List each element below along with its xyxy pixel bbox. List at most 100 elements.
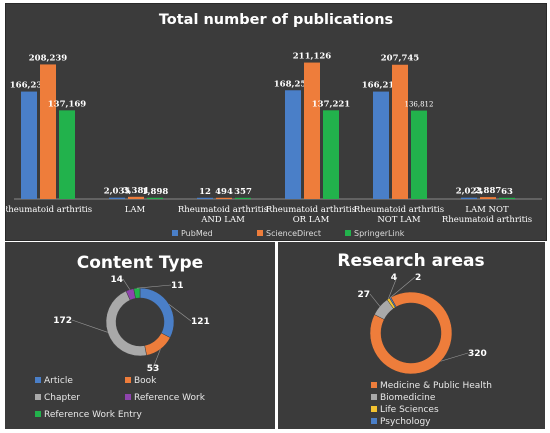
content-type-title: Content Type (77, 253, 203, 273)
slice-book (144, 332, 171, 356)
slice-value-label: 11 (171, 281, 184, 291)
category-label: Rheumatoid arthritis (178, 205, 268, 215)
legend-label-springerlink: SpringerLink (354, 229, 405, 238)
category-label: Rheumatoid arthritis (354, 205, 444, 215)
legend-swatch-life-sciences (371, 406, 377, 412)
bar-springerlink-3 (235, 197, 251, 199)
slice-value-label: 27 (357, 290, 370, 300)
legend-label-psychology: Psychology (380, 417, 431, 427)
data-label: 2,035 (104, 187, 131, 197)
slice-value-label: 172 (53, 316, 72, 326)
legend-label-chapter: Chapter (44, 393, 80, 403)
slice-value-label: 320 (468, 349, 487, 359)
legend-swatch-article (35, 377, 41, 383)
legend-swatch-sciencedirect (257, 230, 263, 236)
slice-value-label: 2 (415, 273, 421, 283)
data-label: 137,169 (48, 99, 87, 109)
slice-chapter (105, 290, 147, 357)
legend-swatch-psychology (371, 418, 377, 424)
bar-springerlink-5 (411, 110, 427, 199)
leader-line (136, 284, 172, 289)
legend-swatch-reference-work (125, 394, 131, 400)
legend-swatch-pubmed (172, 230, 178, 236)
slice-psychology (389, 297, 397, 308)
leader-line (71, 319, 108, 333)
content-type-svg: Content Type 121 53 172 14 11 Article Book Chap… (35, 253, 210, 420)
data-label: 357 (234, 187, 252, 197)
legend-label-reference-work-entry: Reference Work Entry (44, 410, 142, 420)
category-label: Rheumatoid arthritis (442, 215, 532, 225)
legend-swatch-springerlink (345, 230, 351, 236)
leader-line (369, 293, 381, 307)
data-label: 211,126 (293, 52, 332, 62)
bar-springerlink-2 (147, 197, 163, 199)
data-label: 208,239 (29, 53, 68, 63)
bar-sciencedirect-3 (216, 197, 232, 199)
category-label: LAM (125, 205, 146, 215)
bar-pubmed-3 (197, 197, 213, 199)
leader-line (387, 276, 398, 299)
data-label: 1,898 (142, 187, 169, 197)
data-label: 136,812 (405, 101, 434, 109)
category-label: Rheumatoid arthritis (266, 205, 356, 215)
legend-swatch-reference-work-entry (35, 411, 41, 417)
bar-pubmed-2 (109, 197, 125, 199)
publications-bar-chart: Total number of publications 166,231 208,… (5, 3, 547, 241)
data-label: 166,231 (10, 81, 49, 91)
bar-sciencedirect-5 (392, 64, 408, 199)
bar-pubmed-6 (461, 197, 477, 199)
legend-label-reference-work: Reference Work (134, 393, 206, 403)
legend-label-medicine-and-public-health: Medicine & Public Health (380, 381, 492, 391)
slice-value-label: 14 (110, 275, 123, 285)
leader-line (168, 304, 192, 322)
bar-pubmed-4 (285, 90, 301, 199)
leader-line (389, 276, 416, 298)
bar-chart-svg: Total number of publications 166,231 208,… (6, 12, 542, 238)
data-label: 63 (501, 187, 513, 197)
legend-swatch-biomedicine (371, 394, 377, 400)
leader-line (440, 352, 469, 362)
data-label: 168,254 (274, 79, 313, 89)
leader-line (152, 349, 161, 369)
data-label: 12 (199, 187, 211, 197)
bar-springerlink-1 (59, 110, 75, 199)
data-label: 137,221 (312, 99, 351, 109)
category-label: OR LAM (293, 215, 330, 225)
legend-label-biomedicine: Biomedicine (380, 393, 436, 403)
research-areas-donut-chart: Research areas 320 27 4 2 Medicine & Public … (278, 242, 545, 429)
category-label: Rheumatoid arthritis (6, 205, 92, 215)
slice-article (139, 287, 175, 338)
legend-swatch-medicine-and-public-health (371, 382, 377, 388)
data-label: 3,381 (123, 186, 150, 196)
slice-value-label: 53 (147, 364, 160, 374)
category-label: NOT LAM (377, 215, 421, 225)
legend-label-book: Book (134, 376, 157, 386)
bar-sciencedirect-4 (304, 62, 320, 199)
bar-pubmed-1 (21, 91, 37, 199)
slice-reference-work-entry (133, 287, 141, 299)
research-areas-svg: Research areas 320 27 4 2 Medicine & Public … (337, 251, 492, 427)
legend-label-article: Article (44, 376, 73, 386)
leader-line (122, 278, 131, 290)
legend-swatch-book (125, 377, 131, 383)
bar-sciencedirect-1 (40, 64, 56, 200)
bar-chart-title: Total number of publications (159, 12, 393, 28)
data-label: 2,887 (475, 186, 502, 196)
data-label: 166,219 (362, 81, 401, 91)
research-areas-title: Research areas (337, 251, 484, 271)
legend-label-life-sciences: Life Sciences (380, 405, 439, 415)
bar-springerlink-6 (499, 197, 515, 199)
bar-springerlink-4 (323, 110, 339, 199)
slice-value-label: 121 (191, 317, 210, 327)
data-label: 494 (215, 187, 233, 197)
category-label: LAM NOT (465, 205, 509, 215)
content-type-donut-chart: Content Type 121 53 172 14 11 Article Book Chap… (5, 242, 275, 429)
bar-sciencedirect-2 (128, 196, 144, 199)
bar-pubmed-5 (373, 91, 389, 199)
bar-sciencedirect-6 (480, 197, 496, 199)
data-label: 207,745 (381, 54, 420, 64)
legend-label-pubmed: PubMed (181, 229, 213, 238)
legend-swatch-chapter (35, 394, 41, 400)
legend-label-sciencedirect: ScienceDirect (266, 229, 321, 238)
data-label: 2,023 (456, 187, 483, 197)
